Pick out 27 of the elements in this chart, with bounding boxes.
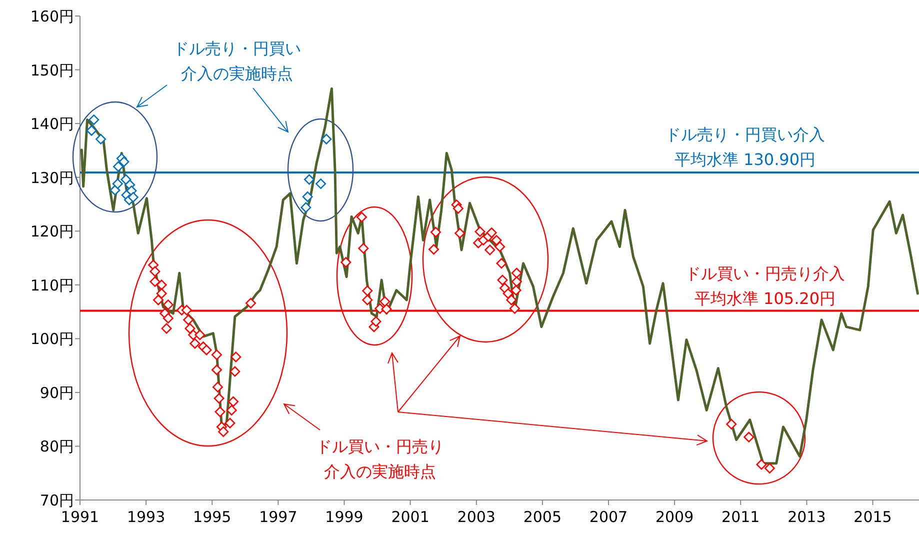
y-tick-label: 110円 [30, 276, 74, 294]
y-tick-label: 120円 [30, 222, 74, 241]
ref-line-label: ドル買い・円売り介入平均水準 105.20円 [685, 264, 845, 308]
y-tick-label: 80円 [40, 438, 74, 456]
x-tick-label: 2001 [391, 508, 430, 526]
x-tick-label: 2005 [523, 508, 562, 526]
x-tick-label: 2013 [788, 508, 826, 526]
y-tick-label: 100円 [30, 330, 74, 348]
x-tick-label: 1997 [259, 508, 298, 526]
annotation: ドル売り・円買い介入の実施時点 [173, 39, 301, 83]
x-tick-label: 2007 [589, 508, 628, 526]
annotation: ドル買い・円売り介入の実施時点 [316, 437, 444, 481]
x-tick-label: 1995 [193, 508, 232, 526]
x-tick-label: 2009 [655, 508, 694, 526]
y-tick-label: 150円 [30, 61, 74, 80]
x-tick-label: 2003 [457, 508, 496, 526]
x-tick-label: 1999 [325, 508, 364, 526]
x-tick-label: 1991 [60, 508, 100, 526]
y-tick-label: 160円 [30, 8, 74, 26]
y-tick-label: 130円 [30, 168, 74, 187]
x-tick-label: 1993 [126, 508, 166, 526]
x-tick-label: 2015 [854, 508, 892, 526]
y-tick-label: 140円 [30, 115, 74, 134]
y-tick-label: 70円 [40, 492, 74, 510]
x-tick-label: 2011 [722, 508, 760, 526]
ref-line-label: ドル売り・円買い介入平均水準 130.90円 [665, 125, 825, 169]
y-tick-label: 90円 [40, 384, 74, 402]
